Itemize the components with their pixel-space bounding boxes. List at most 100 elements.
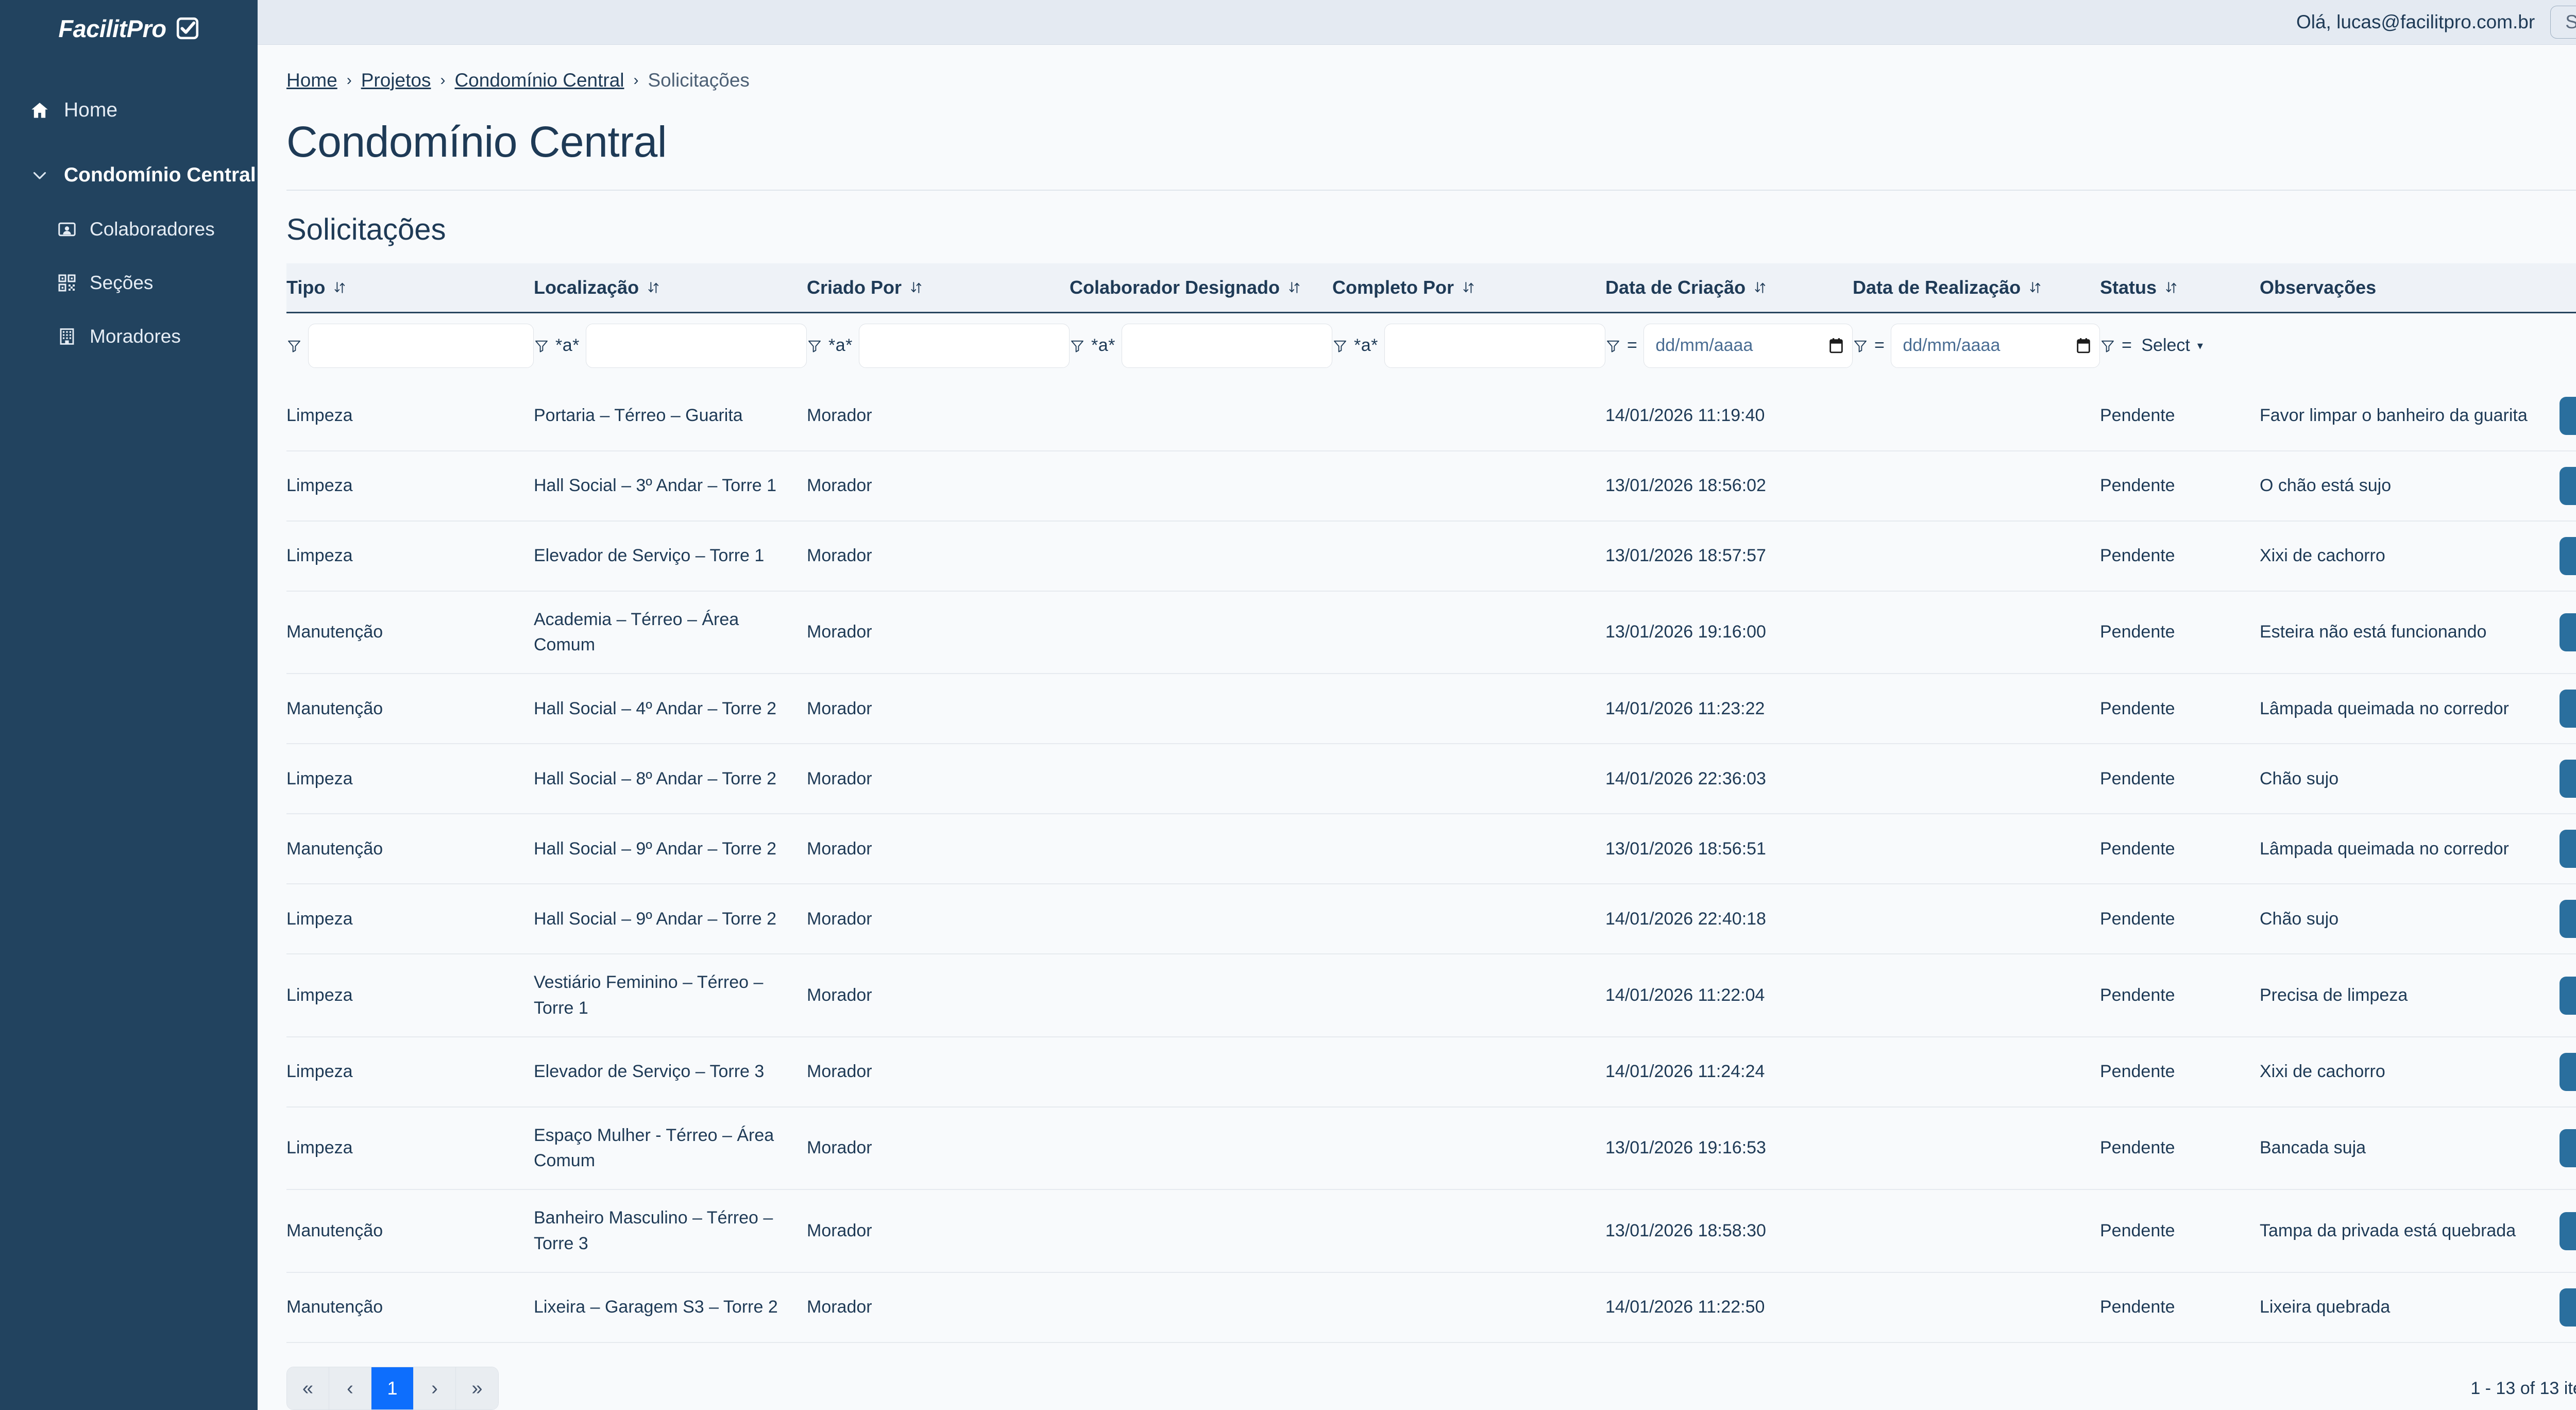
filter-cell-tipo <box>286 312 534 381</box>
pagination-row: « ‹ 1 › » 1 - 13 of 13 items <box>286 1343 2576 1410</box>
sort-updown-icon[interactable] <box>332 280 347 295</box>
breadcrumb-item-condominio-central[interactable]: Condomínio Central <box>454 69 624 91</box>
details-button[interactable]: Detalhes <box>2559 1129 2576 1168</box>
pagination-first-button[interactable]: « <box>287 1367 329 1409</box>
cell-criado-por: Morador <box>807 622 872 642</box>
details-button[interactable]: Detalhes <box>2559 613 2576 651</box>
details-button[interactable]: Detalhes <box>2559 466 2576 505</box>
details-button[interactable]: Detalhes <box>2559 690 2576 728</box>
breadcrumb-item-projetos[interactable]: Projetos <box>361 69 431 91</box>
filter-input-criado-por[interactable] <box>858 323 1070 368</box>
checkbox-checked-icon <box>176 16 199 40</box>
funnel-icon[interactable] <box>534 338 549 354</box>
column-header-localizacao[interactable]: Localização <box>534 263 807 313</box>
filter-input-tipo[interactable] <box>308 323 534 368</box>
cell-localizacao: Lixeira – Garagem S3 – Torre 2 <box>534 1297 778 1317</box>
sort-updown-icon[interactable] <box>1461 280 1476 295</box>
filter-input-localizacao[interactable] <box>585 323 807 368</box>
funnel-icon[interactable] <box>1853 338 1868 354</box>
column-header-status-label: Status <box>2100 276 2157 298</box>
sidebar-item-secoes[interactable]: Seções <box>0 261 258 305</box>
details-button[interactable]: Detalhes <box>2559 396 2576 435</box>
breadcrumb-separator: › <box>440 71 446 89</box>
filter-operator-data-de-criacao[interactable]: = <box>1627 335 1638 356</box>
sort-updown-icon[interactable] <box>909 280 923 295</box>
details-button[interactable]: Detalhes <box>2559 1212 2576 1250</box>
cell-criado-por: Morador <box>807 768 872 788</box>
filter-input-completo-por[interactable] <box>1384 323 1605 368</box>
cell-completo-por <box>1332 381 1605 451</box>
section-title: Solicitações <box>286 212 446 246</box>
cell-colaborador-designado <box>1070 1272 1332 1342</box>
funnel-icon[interactable] <box>1070 338 1085 354</box>
filter-operator-status[interactable]: = <box>2122 335 2132 356</box>
observacoes-text: Precisa de limpeza <box>2260 985 2408 1005</box>
filter-operator-localizacao[interactable]: *a* <box>555 335 580 356</box>
column-header-data-de-criacao[interactable]: Data de Criação <box>1605 263 1853 313</box>
funnel-icon[interactable] <box>2100 338 2115 354</box>
column-header-localizacao-label: Localização <box>534 276 639 298</box>
sidebar-item-home[interactable]: Home <box>0 88 258 133</box>
filter-select-status[interactable]: Select ▾ <box>2138 335 2206 356</box>
column-header-completo-por[interactable]: Completo Por <box>1332 263 1605 313</box>
filter-operator-data-de-realizacao[interactable]: = <box>1874 335 1885 356</box>
filter-operator-colaborador-designado[interactable]: *a* <box>1091 335 1115 356</box>
cell-status: Pendente <box>2100 1138 2175 1158</box>
sidebar-item-colaboradores[interactable]: Colaboradores <box>0 207 258 251</box>
table-row: Manutenção Hall Social – 4º Andar – Torre… <box>286 674 2576 744</box>
pagination-page-1-button[interactable]: 1 <box>371 1367 414 1409</box>
funnel-icon[interactable] <box>807 338 822 354</box>
sort-updown-icon[interactable] <box>1287 280 1301 295</box>
details-button[interactable]: Detalhes <box>2559 760 2576 798</box>
column-header-tipo[interactable]: Tipo <box>286 263 534 313</box>
cell-observacoes: Precisa de limpeza Detalhes <box>2260 954 2576 1037</box>
filter-operator-criado-por[interactable]: *a* <box>828 335 853 356</box>
table-row: Manutenção Banheiro Masculino – Térreo – … <box>286 1189 2576 1272</box>
cell-colaborador-designado <box>1070 591 1332 674</box>
cell-data-de-criacao: 13/01/2026 18:58:30 <box>1605 1221 1766 1241</box>
sort-updown-icon[interactable] <box>646 280 660 295</box>
calendar-icon[interactable] <box>2076 337 2091 355</box>
sort-updown-icon[interactable] <box>1753 280 1767 295</box>
cell-data-de-realizacao <box>1853 1272 2100 1342</box>
cell-data-de-criacao: 13/01/2026 19:16:00 <box>1605 622 1766 642</box>
column-header-criado-por[interactable]: Criado Por <box>807 263 1070 313</box>
column-header-status[interactable]: Status <box>2100 263 2260 313</box>
details-button[interactable]: Detalhes <box>2559 536 2576 575</box>
details-button[interactable]: Detalhes <box>2559 900 2576 938</box>
cell-data-de-realizacao <box>1853 884 2100 954</box>
table-head: Tipo Localização Criado Por Colaborador … <box>286 263 2576 381</box>
details-button[interactable]: Detalhes <box>2559 1052 2576 1091</box>
observacoes-text: Favor limpar o banheiro da guarita <box>2260 405 2528 425</box>
filter-date-data-de-criacao[interactable]: dd/mm/aaaa <box>1643 323 1853 368</box>
sidebar-item-moradores[interactable]: Moradores <box>0 314 258 359</box>
cell-colaborador-designado <box>1070 954 1332 1037</box>
column-header-data-de-realizacao[interactable]: Data de Realização <box>1853 263 2100 313</box>
funnel-icon[interactable] <box>1605 338 1621 354</box>
filter-date-data-de-realizacao[interactable]: dd/mm/aaaa <box>1891 323 2100 368</box>
sidebar-group-condominio-central[interactable]: Condomínio Central <box>0 153 258 198</box>
details-button[interactable]: Detalhes <box>2559 830 2576 868</box>
sort-updown-icon[interactable] <box>2164 280 2178 295</box>
logout-button[interactable]: Sair <box>2550 5 2576 39</box>
cell-tipo: Limpeza <box>286 1138 353 1158</box>
brand-logo[interactable]: FacilitPro <box>0 0 258 57</box>
cell-criado-por: Morador <box>807 838 872 859</box>
pagination-last-button[interactable]: » <box>456 1367 498 1409</box>
filter-input-colaborador-designado[interactable] <box>1121 323 1332 368</box>
cell-data-de-criacao: 14/01/2026 11:19:40 <box>1605 405 1765 425</box>
funnel-icon[interactable] <box>286 338 302 354</box>
breadcrumb-item-home[interactable]: Home <box>286 69 337 91</box>
calendar-icon[interactable] <box>1828 337 1844 355</box>
sort-updown-icon[interactable] <box>2028 280 2042 295</box>
pagination-next-button[interactable]: › <box>414 1367 456 1409</box>
funnel-icon[interactable] <box>1332 338 1348 354</box>
observacoes-text: Lâmpada queimada no corredor <box>2260 698 2509 718</box>
filter-operator-completo-por[interactable]: *a* <box>1354 335 1378 356</box>
column-header-colaborador-designado[interactable]: Colaborador Designado <box>1070 263 1332 313</box>
cell-data-de-criacao: 13/01/2026 18:57:57 <box>1605 545 1766 565</box>
column-header-tipo-label: Tipo <box>286 276 326 298</box>
details-button[interactable]: Detalhes <box>2559 976 2576 1015</box>
details-button[interactable]: Detalhes <box>2559 1288 2576 1327</box>
pagination-prev-button[interactable]: ‹ <box>329 1367 371 1409</box>
